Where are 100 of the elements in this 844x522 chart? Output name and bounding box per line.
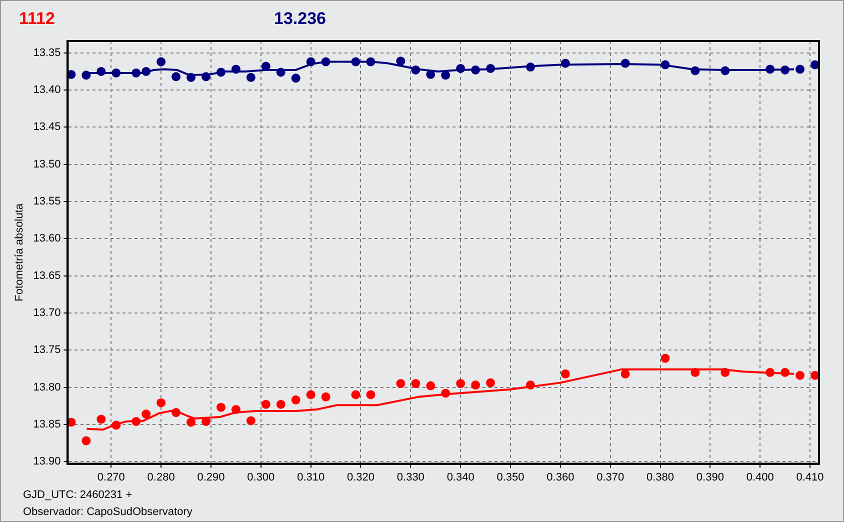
x-tick-label: 0.340 [446, 471, 474, 484]
point [246, 72, 256, 82]
y-tick-label: 13.90 [33, 456, 61, 468]
point [276, 68, 286, 77]
y-tick-label: 13.35 [33, 46, 61, 59]
point [720, 368, 730, 377]
text: GJD_UTC: 2460231 + [23, 488, 134, 503]
point [246, 416, 256, 426]
point [291, 74, 300, 83]
text: Observador: CapoSudObservatory [23, 505, 192, 520]
x-tick-label: 0.390 [696, 471, 724, 484]
point [426, 381, 436, 390]
point [796, 64, 805, 74]
point [456, 379, 466, 388]
x-tick-label: 0.280 [147, 471, 175, 484]
point [486, 378, 496, 388]
point [142, 410, 151, 419]
y-axis-title: Fotometría absoluta [14, 202, 26, 302]
point [68, 70, 76, 79]
text: 1112 [19, 9, 55, 29]
point [68, 418, 76, 427]
point [231, 405, 240, 414]
point [172, 408, 181, 418]
point [660, 60, 670, 70]
point [132, 416, 141, 426]
x-tick-label: 0.290 [197, 471, 225, 484]
point [351, 390, 360, 400]
x-tick-label: 0.350 [496, 471, 524, 484]
y-tick-label: 13.55 [33, 196, 61, 208]
x-tick-label: 0.270 [97, 471, 125, 484]
point [620, 58, 630, 68]
point [216, 402, 226, 412]
point [202, 72, 210, 82]
x-tick-label: 0.370 [596, 471, 624, 484]
point [471, 380, 480, 390]
x-tick-label: 0.320 [346, 471, 375, 484]
point [366, 57, 376, 66]
point [142, 66, 151, 76]
point [560, 58, 570, 68]
point [321, 57, 330, 66]
point [526, 380, 535, 390]
point [396, 56, 406, 66]
point [351, 57, 360, 66]
point [796, 370, 805, 380]
point [186, 72, 196, 82]
point [456, 64, 466, 73]
x-tick-label: 0.410 [796, 471, 824, 484]
point [216, 68, 226, 77]
point [810, 60, 819, 70]
x-tick-label: 0.400 [746, 471, 774, 484]
point [96, 66, 106, 76]
point [291, 395, 300, 404]
y-tick-label: 13.75 [33, 344, 61, 356]
point [471, 65, 480, 74]
point [82, 70, 91, 80]
y-tick-label: 13.70 [33, 306, 61, 319]
point [186, 418, 196, 427]
point [231, 64, 240, 74]
point [690, 66, 700, 76]
point [526, 62, 535, 72]
point [276, 400, 286, 409]
point [96, 414, 106, 424]
y-tick-label: 13.80 [33, 381, 61, 394]
point [82, 436, 91, 446]
point [132, 68, 141, 78]
y-tick-label: 13.85 [33, 418, 61, 430]
point [690, 368, 700, 377]
series-label: 13.236 [274, 9, 326, 29]
point [780, 368, 790, 377]
x-tick-label: 0.380 [646, 471, 674, 484]
point [112, 420, 121, 430]
point [112, 68, 121, 78]
x-tick-label: 0.330 [396, 471, 424, 484]
point [156, 57, 166, 66]
point [411, 379, 420, 388]
point [560, 369, 570, 378]
x-tick-label: 0.310 [297, 471, 325, 484]
y-tick-label: 13.50 [33, 158, 61, 170]
y-tick-label: 13.60 [33, 232, 61, 245]
y-tick-label: 13.45 [33, 121, 61, 134]
point [321, 392, 330, 402]
x-tick-label: 0.300 [247, 471, 275, 484]
point [366, 390, 376, 400]
point [766, 64, 775, 74]
point [156, 398, 166, 408]
point [261, 400, 270, 409]
point [441, 70, 450, 80]
point [172, 72, 181, 82]
x-tick-label: 0.360 [546, 471, 574, 484]
point [306, 390, 316, 400]
point [780, 65, 790, 74]
point [486, 64, 496, 73]
point [766, 368, 775, 377]
point [411, 65, 420, 74]
point [660, 354, 670, 363]
point [810, 370, 819, 380]
point [441, 388, 450, 398]
point [396, 379, 406, 388]
point [720, 66, 730, 76]
y-tick-label: 13.65 [33, 270, 61, 282]
